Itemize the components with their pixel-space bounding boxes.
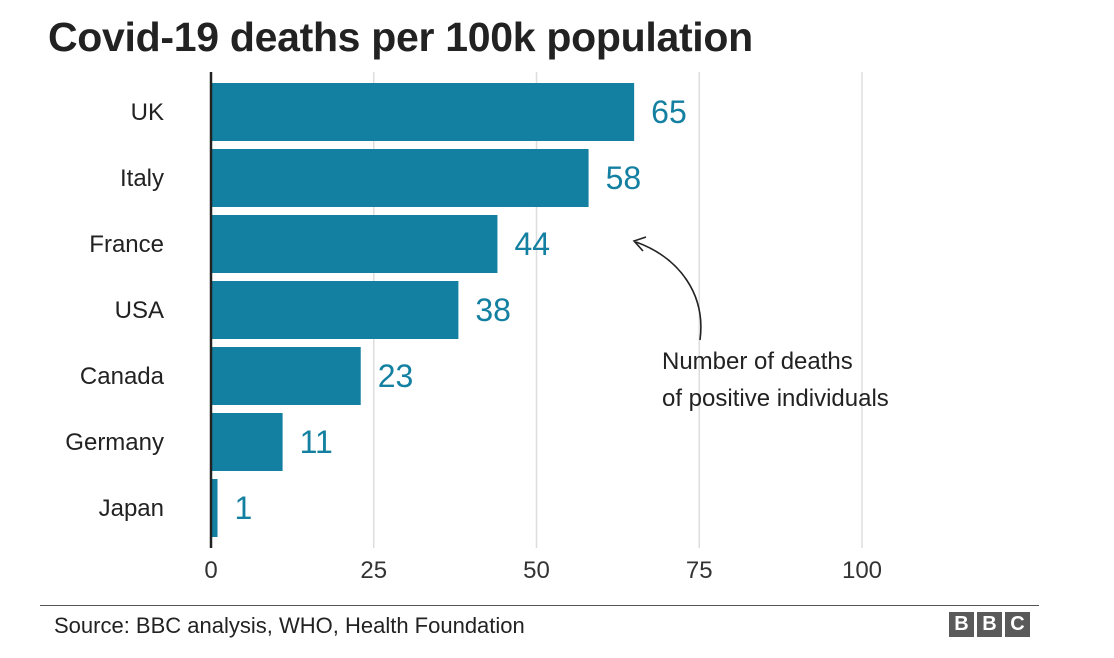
chart-title: Covid-19 deaths per 100k population [48, 14, 753, 60]
source-note: Source: BBC analysis, WHO, Health Founda… [54, 613, 525, 638]
value-label: 38 [475, 292, 511, 328]
annotation: Number of deaths of positive individuals [632, 236, 889, 412]
bar-canada [211, 347, 361, 405]
category-label: Italy [120, 165, 164, 192]
annotation-arrow [635, 241, 702, 341]
category-label: USA [115, 297, 164, 324]
bar-japan [211, 479, 218, 537]
value-label: 11 [300, 424, 333, 460]
category-label: Canada [80, 363, 165, 390]
bar-france [211, 215, 498, 273]
annotation-text-line-1: Number of deaths [662, 348, 853, 375]
category-label: Germany [65, 429, 164, 456]
category-label: UK [131, 99, 164, 126]
x-tick-label: 75 [686, 557, 713, 584]
x-tick-label: 25 [360, 557, 387, 584]
bar-italy [211, 149, 589, 207]
value-label: 44 [514, 226, 550, 262]
bbc-logo-letter: B [977, 612, 1002, 637]
category-label: Japan [99, 495, 164, 522]
annotation-text-line-2: of positive individuals [662, 385, 889, 412]
bar-germany [211, 413, 283, 471]
bbc-logo-letter: B [949, 612, 974, 637]
labels: 0 25 50 75 100 UK 65 Italy 58 France 44 USA 38 Canada… [65, 94, 882, 584]
value-label: 23 [378, 358, 414, 394]
x-tick-label: 0 [204, 557, 217, 584]
value-label: 1 [235, 490, 253, 526]
value-label: 58 [606, 160, 642, 196]
bars [211, 83, 635, 537]
bbc-logo: B B C [949, 612, 1030, 637]
bar-usa [211, 281, 459, 339]
category-label: France [89, 231, 164, 258]
value-label: 65 [651, 94, 687, 130]
bar-uk [211, 83, 635, 141]
bbc-logo-letter: C [1005, 612, 1030, 637]
x-tick-label: 50 [523, 557, 550, 584]
bar-chart: 0 25 50 75 100 UK 65 Italy 58 France 44 USA 38 Canada… [65, 72, 889, 584]
annotation-arrowhead [632, 236, 647, 252]
footer-divider [40, 605, 1039, 606]
x-tick-label: 100 [842, 557, 882, 584]
